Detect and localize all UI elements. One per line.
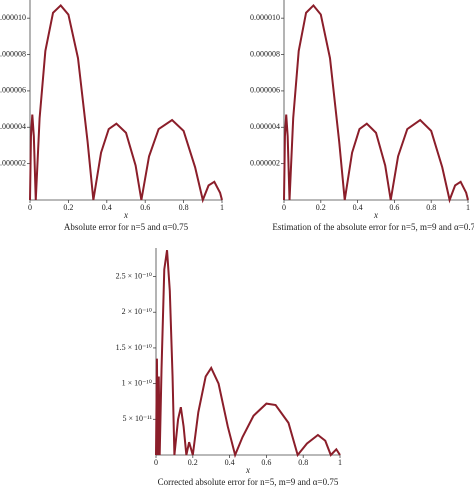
y-tick-label: 0.000004 <box>0 122 26 131</box>
y-tick-label: 0.000010 <box>0 13 26 22</box>
x-tick-label: 0.8 <box>179 203 189 212</box>
x-tick-label: 0 <box>154 458 158 467</box>
line <box>29 3 223 204</box>
caption: Corrected absolute error for n=5, m=9 an… <box>158 477 339 487</box>
x-tick-label: 0.2 <box>63 203 73 212</box>
x-axis-label: x <box>123 210 128 220</box>
y-tick-label: 5 × 10⁻¹¹ <box>122 414 152 423</box>
y-tick-label: 1 × 10⁻¹⁰ <box>122 378 152 387</box>
caption: Absolute error for n=5 and α=0.75 <box>64 222 189 232</box>
y-tick-label: 0.000002 <box>250 158 280 167</box>
x-tick-label: 0.6 <box>140 203 150 212</box>
y-tick-label: 0.000004 <box>250 122 280 131</box>
y-tick-label: 0.000002 <box>0 158 26 167</box>
y-tick-label: 2 × 10⁻¹⁰ <box>122 307 152 316</box>
y-tick-label: 0.000008 <box>250 49 280 58</box>
x-tick-label: 1 <box>220 203 224 212</box>
y-tick-label: 2.5 × 10⁻¹⁰ <box>116 271 152 280</box>
x-tick-label: 0.8 <box>426 203 436 212</box>
x-tick-label: 0.8 <box>298 458 308 467</box>
caption: Estimation of the absolute error for n=5… <box>272 222 474 232</box>
x-tick-label: 0.4 <box>102 203 112 212</box>
x-tick-label: 0.4 <box>225 458 235 467</box>
x-tick-label: 0 <box>282 203 286 212</box>
line <box>155 249 341 459</box>
x-tick-label: 0 <box>28 203 32 212</box>
x-tick-label: 0.6 <box>389 203 399 212</box>
x-tick-label: 1 <box>338 458 342 467</box>
y-tick-label: 0.000006 <box>0 86 26 95</box>
x-tick-label: 1 <box>466 203 470 212</box>
x-axis-label: x <box>245 465 250 475</box>
line <box>283 3 469 204</box>
x-tick-label: 0.2 <box>188 458 198 467</box>
x-tick-label: 0.6 <box>261 458 271 467</box>
y-tick-label: 1.5 × 10⁻¹⁰ <box>116 343 152 352</box>
x-axis-label: x <box>373 210 378 220</box>
x-tick-label: 0.2 <box>316 203 326 212</box>
y-tick-label: 0.000006 <box>250 86 280 95</box>
y-tick-label: 0.000010 <box>250 13 280 22</box>
y-tick-label: 0.000008 <box>0 49 26 58</box>
x-tick-label: 0.4 <box>353 203 363 212</box>
